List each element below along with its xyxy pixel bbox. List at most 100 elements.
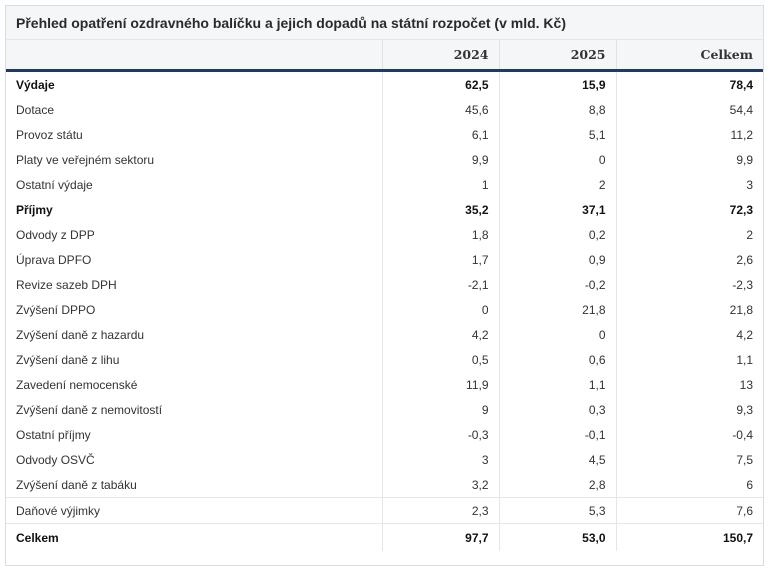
row-label: Výdaje	[16, 77, 55, 92]
cell-total: 9,3	[615, 397, 763, 422]
table-row: Zvýšení daně z lihu 0,5 0,6 1,1	[6, 347, 763, 372]
cell-total: 2	[615, 222, 763, 247]
cell-total: 78,4	[615, 70, 763, 97]
cell-2025: 0	[498, 322, 616, 347]
cell-2024: 11,9	[381, 372, 499, 397]
row-label: Odvody z DPP	[16, 227, 95, 242]
cell-2024: 9,9	[381, 147, 499, 172]
cell-2024: 2,3	[381, 497, 499, 524]
cell-2025: 2,8	[498, 472, 616, 498]
data-table: 2024 2025 Celkem Výdaje 62,5 15,9 78,4 D…	[6, 40, 763, 551]
total-row: Celkem 97,7 53,0 150,7	[6, 523, 763, 551]
row-label: Zavedení nemocenské	[16, 377, 138, 392]
table-row: Revize sazeb DPH -2,1 -0,2 -2,3	[6, 272, 763, 297]
table-row: Výdaje 62,5 15,9 78,4	[6, 70, 763, 97]
cell-2025: 15,9	[498, 70, 616, 97]
cell-total: 21,8	[615, 297, 763, 322]
table-row: Zvýšení DPPO 0 21,8 21,8	[6, 297, 763, 322]
cell-total: 7,5	[615, 447, 763, 472]
cell-2025: 53,0	[498, 523, 616, 551]
header-row: 2024 2025 Celkem	[6, 40, 763, 72]
cell-total: 72,3	[615, 197, 763, 222]
cell-2024: 1,8	[381, 222, 499, 247]
table-row: Daňové výjimky 2,3 5,3 7,6	[6, 497, 763, 524]
cell-2025: 0,9	[498, 247, 616, 272]
cell-2025: 1,1	[498, 372, 616, 397]
cell-total: 150,7	[615, 523, 763, 551]
cell-2024: 3,2	[381, 472, 499, 498]
table-row: Příjmy 35,2 37,1 72,3	[6, 197, 763, 222]
cell-2025: 21,8	[498, 297, 616, 322]
cell-2025: 5,3	[498, 497, 616, 524]
cell-2024: -0,3	[381, 422, 499, 447]
cell-total: 4,2	[615, 322, 763, 347]
row-label: Zvýšení daně z lihu	[16, 352, 120, 367]
table-row: Platy ve veřejném sektoru 9,9 0 9,9	[6, 147, 763, 172]
row-label: Příjmy	[16, 202, 53, 217]
table-row: Ostatní výdaje 1 2 3	[6, 172, 763, 197]
cell-total: 11,2	[615, 122, 763, 147]
cell-2024: 1,7	[381, 247, 499, 272]
cell-total: -2,3	[615, 272, 763, 297]
cell-2024: 0	[381, 297, 499, 322]
table-row: Zvýšení daně z tabáku 3,2 2,8 6	[6, 472, 763, 498]
cell-2024: 1	[381, 172, 499, 197]
row-label: Daňové výjimky	[6, 497, 382, 524]
table-row: Úprava DPFO 1,7 0,9 2,6	[6, 247, 763, 272]
table-row: Odvody OSVČ 3 4,5 7,5	[6, 447, 763, 472]
cell-2024: 3	[381, 447, 499, 472]
cell-2025: 8,8	[498, 97, 616, 122]
cell-total: 7,6	[615, 497, 763, 524]
cell-2024: 62,5	[381, 70, 499, 97]
cell-total: 6	[615, 472, 763, 498]
row-label: Zvýšení daně z nemovitostí	[16, 402, 163, 417]
cell-total: 1,1	[615, 347, 763, 372]
cell-2025: 0,3	[498, 397, 616, 422]
row-label: Zvýšení DPPO	[16, 302, 96, 317]
cell-2024: 35,2	[381, 197, 499, 222]
cell-2025: 4,5	[498, 447, 616, 472]
header-label	[6, 40, 382, 72]
table-row: Odvody z DPP 1,8 0,2 2	[6, 222, 763, 247]
cell-2025: -0,2	[498, 272, 616, 297]
row-label: Provoz státu	[16, 127, 83, 142]
table-row: Zvýšení daně z nemovitostí 9 0,3 9,3	[6, 397, 763, 422]
row-label: Zvýšení daně z hazardu	[16, 327, 145, 342]
table-title: Přehled opatření ozdravného balíčku a je…	[16, 14, 566, 31]
row-label: Ostatní výdaje	[16, 177, 93, 192]
table-card: Přehled opatření ozdravného balíčku a je…	[5, 5, 764, 566]
table-row: Provoz státu 6,1 5,1 11,2	[6, 122, 763, 147]
cell-total: 2,6	[615, 247, 763, 272]
cell-2025: 0	[498, 147, 616, 172]
title-bar: Přehled opatření ozdravného balíčku a je…	[6, 6, 763, 40]
row-label: Úprava DPFO	[16, 252, 92, 267]
table-row: Zvýšení daně z hazardu 4,2 0 4,2	[6, 322, 763, 347]
cell-total: -0,4	[615, 422, 763, 447]
row-label: Platy ve veřejném sektoru	[16, 152, 155, 167]
cell-total: 3	[615, 172, 763, 197]
cell-2024: 6,1	[381, 122, 499, 147]
header-2024: 2024	[381, 40, 499, 72]
row-label: Revize sazeb DPH	[16, 277, 117, 292]
row-label: Celkem	[6, 523, 382, 551]
row-label: Ostatní příjmy	[16, 427, 91, 442]
table-row: Ostatní příjmy -0,3 -0,1 -0,4	[6, 422, 763, 447]
cell-2024: 0,5	[381, 347, 499, 372]
cell-2024: 4,2	[381, 322, 499, 347]
cell-2024: 97,7	[381, 523, 499, 551]
cell-2025: 0,2	[498, 222, 616, 247]
cell-2025: 5,1	[498, 122, 616, 147]
cell-2025: 0,6	[498, 347, 616, 372]
cell-2025: -0,1	[498, 422, 616, 447]
cell-2024: 9	[381, 397, 499, 422]
row-label: Dotace	[16, 102, 55, 117]
cell-2024: 45,6	[381, 97, 499, 122]
table-row: Dotace 45,6 8,8 54,4	[6, 97, 763, 122]
table-row: Zavedení nemocenské 11,9 1,1 13	[6, 372, 763, 397]
cell-total: 54,4	[615, 97, 763, 122]
cell-total: 9,9	[615, 147, 763, 172]
cell-total: 13	[615, 372, 763, 397]
row-label: Odvody OSVČ	[16, 452, 95, 467]
cell-2025: 37,1	[498, 197, 616, 222]
cell-2024: -2,1	[381, 272, 499, 297]
